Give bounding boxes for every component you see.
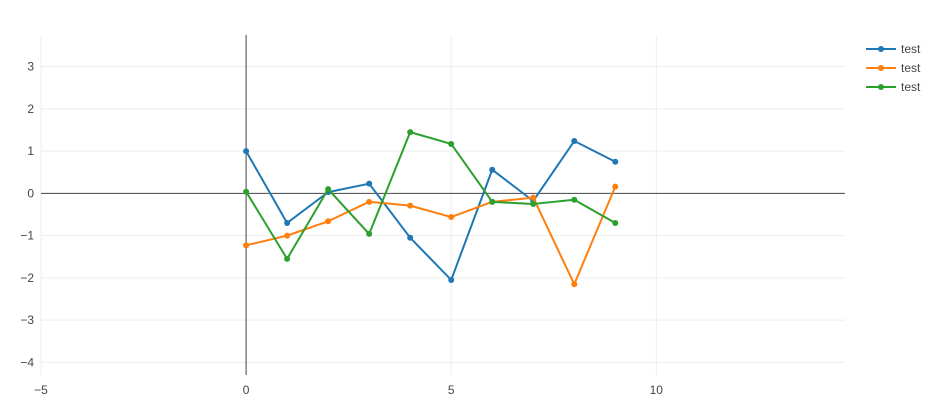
legend-label: test	[901, 80, 921, 94]
data-point[interactable]	[530, 200, 537, 207]
x-tick-label: 5	[448, 383, 455, 397]
data-point[interactable]	[448, 214, 455, 221]
data-point[interactable]	[571, 138, 578, 145]
legend-label: test	[901, 61, 921, 75]
data-point[interactable]	[325, 186, 332, 193]
series-line	[245, 140, 616, 281]
data-point[interactable]	[243, 242, 250, 249]
data-point[interactable]	[407, 129, 414, 136]
y-tick-label: −1	[20, 229, 34, 243]
series-group	[243, 129, 619, 288]
series-line	[245, 131, 616, 260]
y-tick-label: −3	[20, 313, 34, 327]
data-point[interactable]	[284, 219, 291, 226]
legend-item[interactable]: test	[866, 61, 921, 75]
series-3	[243, 129, 619, 262]
series-line	[245, 186, 617, 286]
x-tick-label: 0	[243, 383, 250, 397]
y-tick-label: −2	[20, 271, 34, 285]
data-point[interactable]	[284, 232, 291, 239]
y-tick-label: −4	[20, 355, 34, 369]
data-point[interactable]	[366, 180, 373, 187]
legend-swatch-marker	[878, 46, 884, 52]
x-tick-label: 10	[650, 383, 664, 397]
zero-lines	[41, 35, 845, 375]
data-point[interactable]	[571, 281, 578, 288]
data-point[interactable]	[243, 148, 250, 155]
y-tick-label: 2	[27, 102, 34, 116]
data-point[interactable]	[366, 198, 373, 205]
legend-item[interactable]: test	[866, 42, 921, 56]
data-point[interactable]	[612, 183, 619, 190]
data-point[interactable]	[571, 196, 578, 203]
y-tick-label: 0	[27, 186, 34, 200]
data-point[interactable]	[325, 218, 332, 225]
x-tick-label: −5	[34, 383, 48, 397]
data-point[interactable]	[407, 202, 414, 209]
x-axis-ticks: −5 0 5 10	[34, 383, 663, 397]
data-point[interactable]	[366, 230, 373, 237]
legend-swatch-marker	[878, 65, 884, 71]
y-tick-label: 1	[27, 144, 34, 158]
data-point[interactable]	[612, 158, 619, 165]
data-point[interactable]	[489, 198, 496, 205]
legend-label: test	[901, 42, 921, 56]
data-point[interactable]	[448, 140, 455, 147]
data-point[interactable]	[407, 234, 414, 241]
data-point[interactable]	[612, 219, 619, 226]
legend[interactable]: test test test	[866, 42, 921, 94]
data-point[interactable]	[530, 194, 537, 201]
y-tick-label: 3	[27, 60, 34, 74]
legend-swatch-marker	[878, 84, 884, 90]
y-axis-ticks: −4 −3 −2 −1 0 1 2 3	[20, 60, 34, 370]
grid-lines	[40, 35, 845, 375]
data-point[interactable]	[284, 255, 291, 262]
data-point[interactable]	[448, 276, 455, 283]
data-point[interactable]	[489, 166, 496, 173]
data-point[interactable]	[243, 188, 250, 195]
legend-item[interactable]: test	[866, 80, 921, 94]
